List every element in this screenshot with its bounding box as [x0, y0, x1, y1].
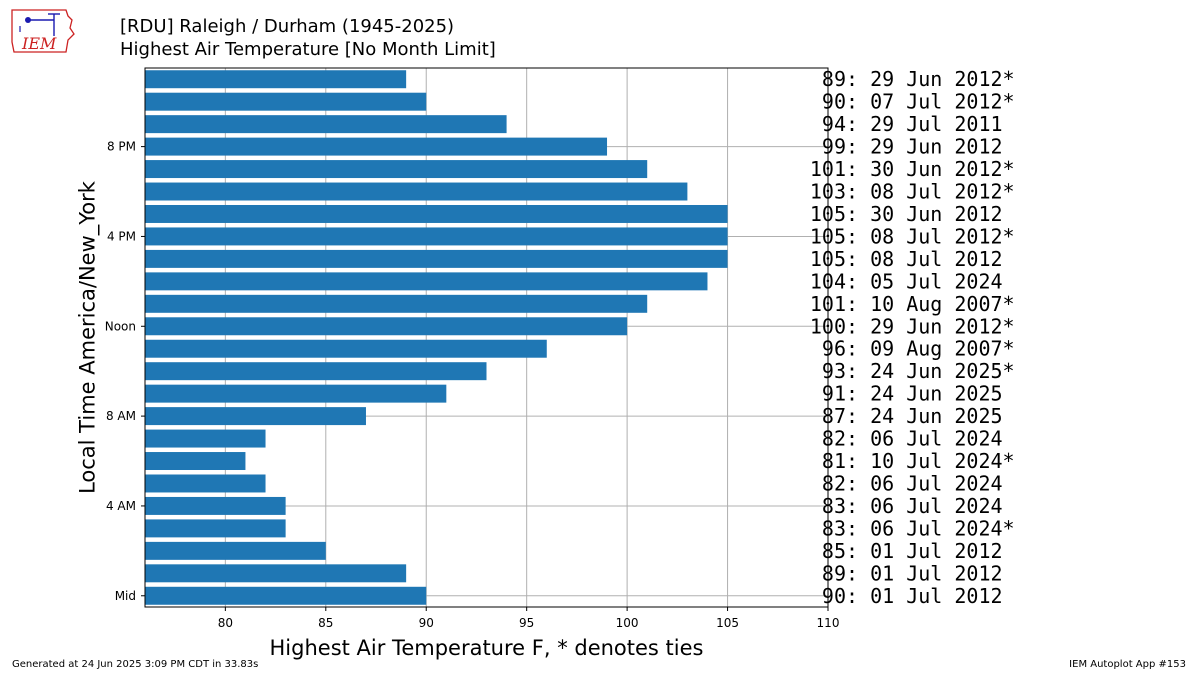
bar-hour-11	[145, 339, 547, 358]
annotation-date: : 08 Jul 2012	[846, 247, 1003, 271]
bar-hour-4	[145, 496, 286, 515]
annotation-date: : 06 Jul 2024	[846, 494, 1003, 518]
annotation-date: : 10 Aug 2007*	[846, 292, 1015, 316]
bar-hour-1	[145, 564, 407, 583]
annotation-value: 83	[822, 516, 846, 540]
annotation-value: 81	[822, 449, 846, 473]
annotation-value: 85	[822, 539, 846, 563]
x-tick-label: 95	[519, 616, 534, 630]
annotation-value: 91	[822, 382, 846, 406]
x-tick-label: 100	[616, 616, 639, 630]
annotation-date: : 24 Jun 2025	[846, 404, 1003, 428]
annotation-date: : 07 Jul 2012*	[846, 90, 1015, 114]
annotation-value: 100	[810, 314, 846, 338]
annotation-date: : 29 Jun 2012	[846, 135, 1003, 159]
bar-hour-3	[145, 519, 286, 538]
y-tick-label: 8 PM	[107, 140, 136, 154]
y-tick-label: Noon	[105, 319, 136, 333]
annotation-date: : 10 Jul 2024*	[846, 449, 1015, 473]
bar-hour-2	[145, 541, 326, 560]
bar-hour-14	[145, 272, 708, 291]
annotation-date: : 08 Jul 2012*	[846, 224, 1015, 248]
annotation-value: 101	[810, 292, 846, 316]
annotation-date: : 30 Jun 2012*	[846, 157, 1015, 181]
x-tick-label: 110	[817, 616, 840, 630]
annotation-value: 90	[822, 584, 846, 608]
annotation-date: : 01 Jul 2012	[846, 584, 1003, 608]
annotation-value: 94	[822, 112, 846, 136]
y-tick-label: Mid	[115, 589, 136, 603]
annotation-date: : 05 Jul 2024	[846, 269, 1003, 293]
x-tick-label: 90	[419, 616, 434, 630]
annotation-date: : 06 Jul 2024	[846, 427, 1003, 451]
annotation-date: : 06 Jul 2024*	[846, 516, 1015, 540]
annotation-date: : 29 Jun 2012*	[846, 67, 1015, 91]
bar-hour-18	[145, 182, 688, 201]
y-tick-label: 4 AM	[106, 499, 136, 513]
iowa-outline-icon	[11, 9, 75, 53]
y-tick-label: 4 PM	[107, 229, 136, 243]
annotation-date: : 24 Jun 2025	[846, 382, 1003, 406]
annotation-value: 89	[822, 67, 846, 91]
annotation-value: 105	[810, 202, 846, 226]
bar-hour-20	[145, 137, 608, 156]
annotation-value: 96	[822, 337, 846, 361]
plot-frame	[144, 67, 829, 608]
bar-hour-15	[145, 249, 728, 268]
footer-app: IEM Autoplot App #153	[1069, 659, 1186, 670]
bar-hour-0	[145, 586, 427, 605]
bar-hour-5	[145, 474, 266, 493]
annotation-date: : 29 Jun 2012*	[846, 314, 1015, 338]
bar-hour-9	[145, 384, 447, 403]
annotation-value: 103	[810, 180, 846, 204]
annotation-value: 101	[810, 157, 846, 181]
bar-hour-19	[145, 160, 648, 179]
annotation-value: 89	[822, 561, 846, 585]
annotation-date: : 09 Aug 2007*	[846, 337, 1015, 361]
footer-generated: Generated at 24 Jun 2025 3:09 PM CDT in …	[12, 659, 259, 670]
annotation-value: 82	[822, 427, 846, 451]
annotation-value: 105	[810, 224, 846, 248]
bar-hour-17	[145, 204, 728, 223]
annotation-value: 99	[822, 135, 846, 159]
logo-text: IEM	[21, 34, 57, 53]
chart-title-line1: [RDU] Raleigh / Durham (1945-2025)	[120, 16, 455, 37]
annotation-value: 83	[822, 494, 846, 518]
y-axis-label: Local Time America/New_York	[75, 180, 100, 494]
bar-hour-12	[145, 317, 628, 336]
annotation-date: : 01 Jul 2012	[846, 561, 1003, 585]
bar-hour-10	[145, 362, 487, 381]
annotation-value: 105	[810, 247, 846, 271]
annotation-date: : 29 Jul 2011	[846, 112, 1003, 136]
iem-logo: IEM	[11, 9, 75, 53]
bar-hour-16	[145, 227, 728, 246]
annotation-value: 82	[822, 471, 846, 495]
annotation-value: 90	[822, 90, 846, 114]
annotation-value: 93	[822, 359, 846, 383]
bar-hour-22	[145, 92, 427, 111]
x-axis-label: Highest Air Temperature F, * denotes tie…	[270, 636, 704, 660]
ticks-layer: 80 85 90 95 100 105 110 Mid 4 AM 8 AM Noon 4 PM 8 PM	[105, 140, 840, 630]
bar-hour-8	[145, 407, 366, 426]
annotation-date: : 08 Jul 2012*	[846, 180, 1015, 204]
chart-title-line2: Highest Air Temperature [No Month Limit]	[120, 39, 496, 60]
annotation-date: : 30 Jun 2012	[846, 202, 1003, 226]
bars-layer	[145, 70, 728, 605]
x-tick-label: 80	[218, 616, 233, 630]
x-tick-label: 85	[318, 616, 333, 630]
annotation-value: 87	[822, 404, 846, 428]
bar-hour-23	[145, 70, 407, 89]
annotation-date: : 06 Jul 2024	[846, 471, 1003, 495]
y-tick-label: 8 AM	[106, 409, 136, 423]
x-tick-label: 105	[716, 616, 739, 630]
bar-hour-7	[145, 429, 266, 448]
annotation-date: : 24 Jun 2025*	[846, 359, 1015, 383]
bar-hour-13	[145, 294, 648, 313]
bar-hour-6	[145, 452, 246, 471]
annotation-value: 104	[810, 269, 846, 293]
bar-hour-21	[145, 115, 507, 134]
annotation-date: : 01 Jul 2012	[846, 539, 1003, 563]
